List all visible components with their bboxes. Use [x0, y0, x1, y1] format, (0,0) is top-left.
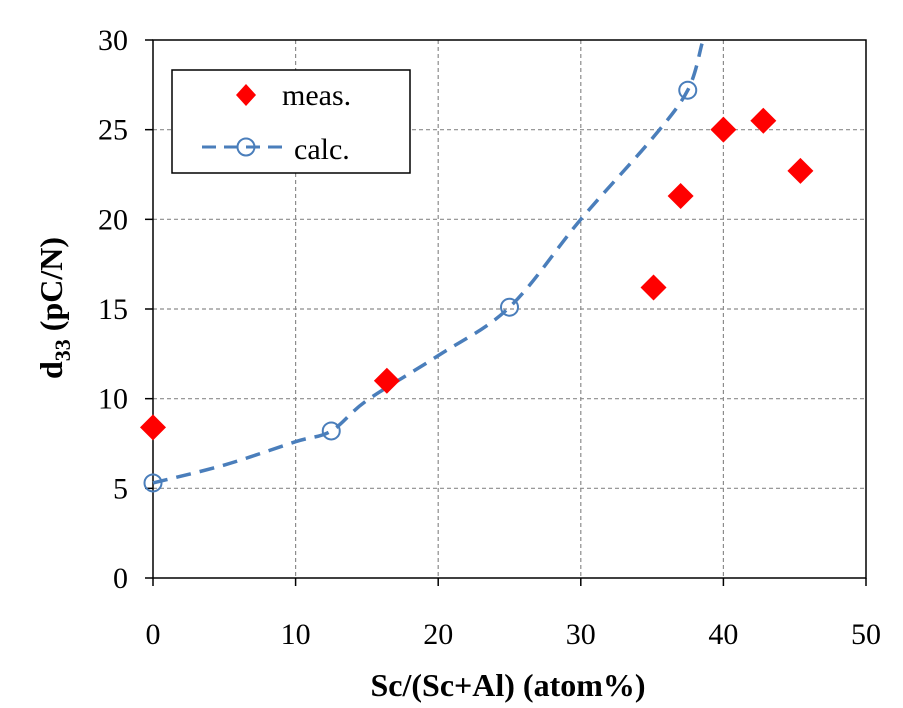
calc-point	[321, 421, 341, 441]
meas-series	[140, 107, 814, 441]
x-axis-label: Sc/(Sc+Al) (atom%)	[370, 667, 645, 703]
legend-box	[171, 69, 411, 174]
y-axis-label-subscript: 33	[50, 339, 75, 361]
y-tick-label: 5	[113, 472, 128, 505]
meas-point	[640, 274, 667, 301]
x-tick-label: 10	[281, 618, 311, 651]
y-tick-label: 10	[98, 383, 128, 416]
legend-calc-label: calc.	[294, 133, 350, 166]
y-tick-label: 30	[98, 24, 128, 57]
x-tick-label: 50	[851, 618, 881, 651]
calc-series	[143, 43, 704, 493]
legend-meas-marker	[236, 84, 256, 106]
y-tick-label: 15	[98, 293, 128, 326]
calc-point	[143, 473, 163, 493]
calc-series-line	[152, 43, 704, 485]
meas-point	[710, 116, 737, 143]
calc-point	[678, 80, 698, 100]
legend-calc-marker	[236, 137, 256, 157]
y-axis-label-main: d	[33, 361, 69, 379]
series-layer	[140, 43, 814, 493]
meas-point	[140, 414, 166, 441]
x-tick-label: 30	[566, 618, 596, 651]
y-axis-label: d33 (pC/N)	[33, 237, 75, 379]
y-tick-label: 25	[98, 114, 128, 147]
y-tick-label: 0	[113, 562, 128, 595]
legend: meas. calc.	[171, 69, 411, 174]
legend-meas-label: meas.	[282, 79, 351, 112]
y-axis-label-rest: (pC/N)	[33, 237, 69, 339]
x-tick-label: 20	[423, 618, 453, 651]
x-tick-label: 40	[708, 618, 738, 651]
meas-point	[787, 157, 814, 184]
y-tick-labels: 0 5 10 15 20 25 30	[98, 24, 128, 595]
y-tick-label: 20	[98, 203, 128, 236]
grid	[153, 40, 866, 578]
calc-point	[500, 297, 519, 317]
meas-point	[750, 107, 777, 134]
x-tick-label: 0	[146, 618, 161, 651]
meas-point	[667, 183, 694, 210]
x-tick-labels: 0 10 20 30 40 50	[146, 618, 882, 651]
meas-point	[373, 367, 400, 394]
